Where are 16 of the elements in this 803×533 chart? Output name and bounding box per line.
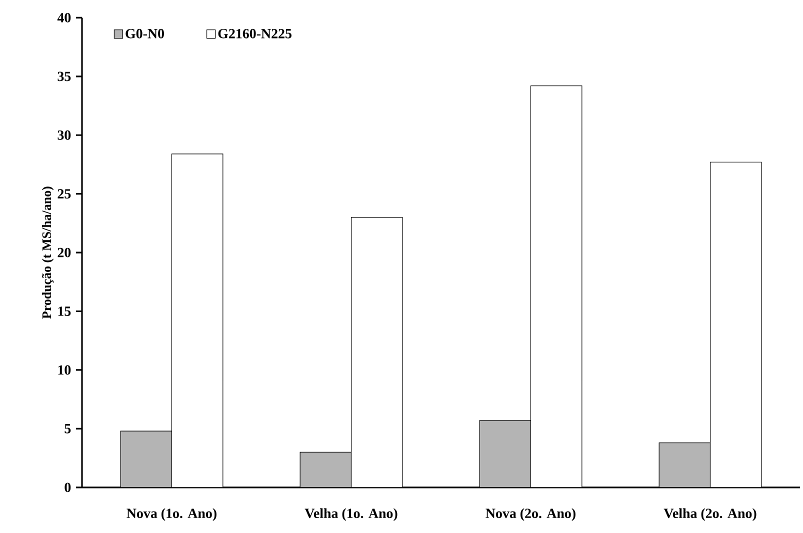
x-tick-label: Nova (1o. Ano) — [126, 508, 216, 521]
x-tick-label: Nova (2o. Ano) — [486, 508, 576, 521]
y-tick-label: 25 — [58, 189, 71, 199]
legend-label: G2160-N225 — [218, 28, 292, 38]
y-tick-label: 10 — [58, 365, 71, 375]
legend-label: G0-N0 — [126, 28, 164, 38]
y-tick-label: 15 — [58, 306, 71, 316]
y-tick-label: 30 — [58, 130, 71, 140]
y-tick-label: 5 — [64, 424, 71, 434]
y-tick-label: 20 — [58, 248, 71, 258]
y-tick-label: 0 — [64, 482, 71, 492]
y-tick-label: 40 — [57, 12, 71, 22]
x-tick-label: Velha (1o. Ano) — [304, 508, 398, 521]
y-axis-title: Produção (t MS/ha/ano) — [42, 186, 54, 319]
x-tick-label: Velha (2o. Ano) — [664, 508, 756, 521]
y-tick-label: 35 — [58, 72, 71, 82]
